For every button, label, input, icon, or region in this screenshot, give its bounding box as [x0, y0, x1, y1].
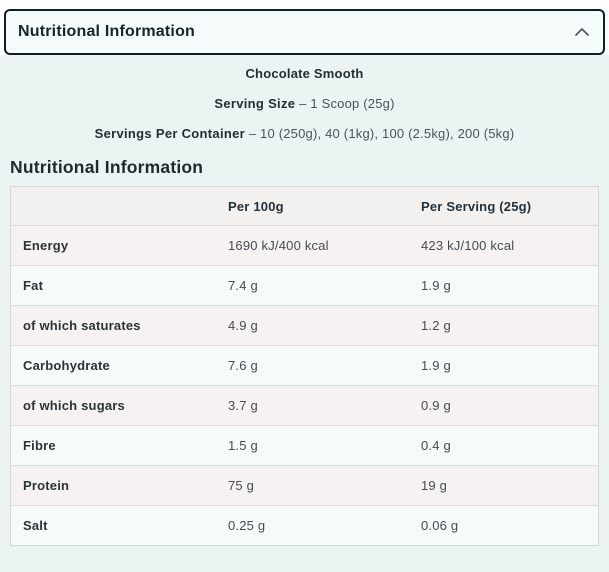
table-cell: Salt [23, 518, 48, 533]
nutrition-table: Per 100g Per Serving (25g) Energy 1690 kJ… [10, 186, 599, 546]
serving-size-line: Serving Size – 1 Scoop (25g) [10, 96, 599, 112]
table-cell: 1690 kJ/400 kcal [228, 238, 329, 253]
table-cell: 4.9 g [228, 318, 258, 333]
table-cell: 7.4 g [228, 278, 258, 293]
table-cell: 1.9 g [421, 278, 451, 293]
table-cell: of which sugars [23, 398, 125, 413]
table-cell: 19 g [421, 478, 448, 493]
column-header-blank [10, 186, 228, 226]
servings-per-container-value: – 10 (250g), 40 (1kg), 100 (2.5kg), 200 … [248, 126, 515, 141]
table-row: Protein 75 g 19 g [10, 465, 599, 506]
table-cell: 1.9 g [421, 358, 451, 373]
table-header-row: Per 100g Per Serving (25g) [10, 186, 599, 226]
accordion-panel: Chocolate Smooth Serving Size – 1 Scoop … [0, 55, 609, 572]
table-row: of which sugars 3.7 g 0.9 g [10, 385, 599, 426]
table-cell: 7.6 g [228, 358, 258, 373]
table-cell: 0.25 g [228, 518, 266, 533]
table-cell: Protein [23, 478, 70, 493]
table-cell: Fibre [23, 438, 56, 453]
servings-per-container-line: Servings Per Container – 10 (250g), 40 (… [10, 126, 599, 142]
table-cell: 75 g [228, 478, 255, 493]
accordion-header[interactable]: Nutritional Information [4, 9, 605, 55]
table-row: Carbohydrate 7.6 g 1.9 g [10, 345, 599, 386]
chevron-up-icon [575, 28, 589, 36]
table-cell: 0.9 g [421, 398, 451, 413]
serving-size-value: – 1 Scoop (25g) [299, 96, 395, 111]
serving-size-label: Serving Size [214, 96, 296, 111]
table-row: Fat 7.4 g 1.9 g [10, 265, 599, 306]
column-header-per-serving: Per Serving (25g) [421, 186, 599, 226]
table-cell: 0.4 g [421, 438, 451, 453]
accordion-title: Nutritional Information [18, 23, 196, 40]
table-cell: 1.2 g [421, 318, 451, 333]
table-cell: Carbohydrate [23, 358, 110, 373]
table-cell: 3.7 g [228, 398, 258, 413]
table-row: of which saturates 4.9 g 1.2 g [10, 305, 599, 346]
table-cell: Energy [23, 238, 69, 253]
table-row: Fibre 1.5 g 0.4 g [10, 425, 599, 466]
table-row: Salt 0.25 g 0.06 g [10, 505, 599, 546]
flavour-title: Chocolate Smooth [245, 66, 364, 81]
column-header-per-100g: Per 100g [228, 186, 421, 226]
servings-per-container-label: Servings Per Container [94, 126, 245, 141]
table-row: Energy 1690 kJ/400 kcal 423 kJ/100 kcal [10, 225, 599, 266]
section-title: Nutritional Information [10, 157, 204, 177]
table-cell: 0.06 g [421, 518, 459, 533]
table-cell: 423 kJ/100 kcal [421, 238, 515, 253]
table-cell: of which saturates [23, 318, 141, 333]
nutrition-table-body: Energy 1690 kJ/400 kcal 423 kJ/100 kcal Fat… [10, 225, 599, 546]
table-cell: 1.5 g [228, 438, 258, 453]
table-cell: Fat [23, 278, 44, 293]
